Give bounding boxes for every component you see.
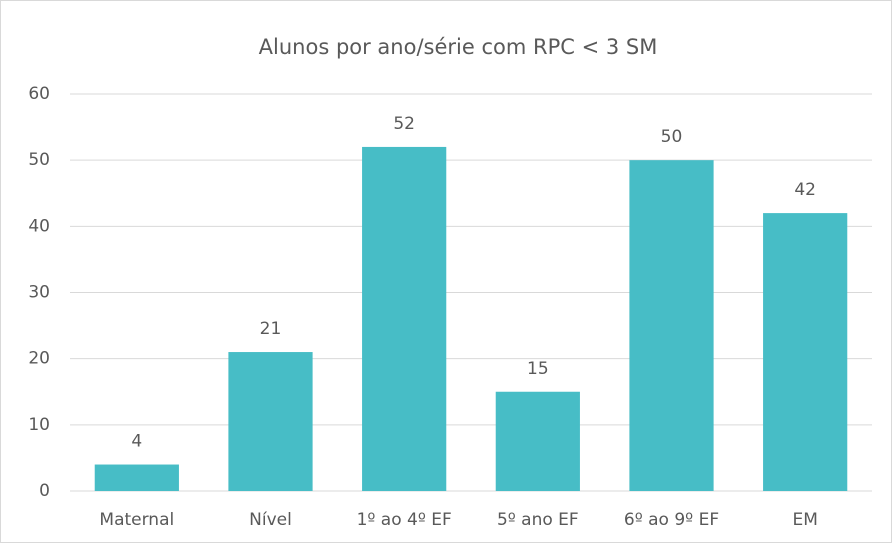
data-label: 21 xyxy=(260,319,282,339)
y-tick-label: 30 xyxy=(28,283,50,303)
x-tick-label: 5º ano EF xyxy=(497,510,579,530)
bar xyxy=(228,352,313,491)
x-tick-label: Maternal xyxy=(99,510,174,530)
y-tick-label: 20 xyxy=(28,349,50,369)
data-label: 4 xyxy=(131,432,142,452)
bar xyxy=(94,464,179,491)
bar xyxy=(629,160,714,491)
data-label: 42 xyxy=(794,180,816,200)
bar xyxy=(362,146,447,491)
y-tick-label: 60 xyxy=(28,84,50,104)
x-tick-label: EM xyxy=(792,510,817,530)
bar xyxy=(763,213,848,491)
x-tick-label: 6º ao 9º EF xyxy=(624,510,719,530)
bar xyxy=(495,391,580,491)
x-tick-label: Nível xyxy=(249,510,292,530)
y-tick-label: 40 xyxy=(28,216,50,236)
chart-title: Alunos por ano/série com RPC < 3 SM xyxy=(259,35,658,59)
y-tick-label: 10 xyxy=(28,415,50,435)
x-tick-label: 1º ao 4º EF xyxy=(357,510,452,530)
data-label: 15 xyxy=(527,359,549,379)
y-tick-label: 0 xyxy=(39,481,50,501)
data-label: 50 xyxy=(661,127,683,147)
data-label: 52 xyxy=(393,114,415,134)
y-tick-label: 50 xyxy=(28,150,50,170)
